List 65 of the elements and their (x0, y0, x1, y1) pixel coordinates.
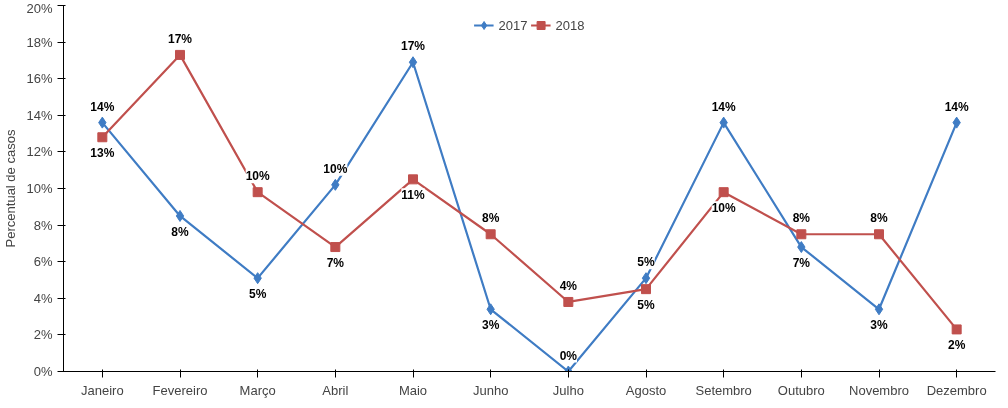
point (796, 229, 807, 240)
y-tick-label: 18% (26, 34, 53, 50)
data-label: 14% (90, 99, 115, 114)
point (175, 209, 185, 222)
point (874, 229, 884, 240)
y-tick-label: 8% (33, 217, 53, 233)
data-label: 17% (400, 39, 426, 54)
data-label: 3% (870, 318, 888, 333)
y-tick-label: 16% (26, 71, 53, 87)
y-tick-label: 4% (33, 290, 53, 306)
y-tick-label: 20% (26, 0, 53, 16)
point (563, 296, 574, 307)
data-label: 14% (711, 99, 737, 114)
y-tick-label: 6% (33, 254, 53, 270)
y-tick-label: 14% (26, 107, 53, 123)
data-label: 13% (90, 146, 115, 161)
y-axis-title: Percentual de casos (3, 129, 19, 248)
x-tick-label: Abril (322, 382, 349, 398)
legend-label: 2017 (498, 17, 528, 33)
y-tick-label: 10% (26, 181, 53, 196)
x-tick-label: Novembro (849, 382, 909, 398)
x-tick-label: Agosto (625, 382, 667, 398)
data-label: 3% (481, 318, 500, 333)
point (252, 187, 263, 198)
data-label: 5% (637, 298, 655, 313)
x-tick-label: Janeiro (81, 382, 124, 398)
data-label: 14% (944, 99, 970, 114)
x-tick-label: Março (239, 382, 276, 398)
data-label: 4% (559, 278, 578, 293)
point (718, 187, 729, 198)
y-tick-label: 2% (33, 327, 53, 343)
data-label: 5% (637, 255, 655, 270)
x-tick-label: Maio (398, 382, 428, 398)
data-label: 0% (559, 348, 578, 363)
data-label: 10% (711, 201, 737, 216)
point (97, 132, 108, 143)
point (641, 272, 651, 285)
y-tick-label: 0% (33, 364, 53, 379)
point (641, 284, 651, 295)
point (408, 56, 418, 69)
data-label: 10% (323, 161, 348, 176)
legend-label: 2018 (555, 17, 585, 33)
point (408, 174, 418, 185)
point (175, 49, 185, 60)
y-tick-label: 12% (26, 144, 53, 160)
data-label: 8% (481, 211, 500, 226)
data-label: 17% (167, 31, 193, 46)
x-tick-label: Fevereiro (152, 382, 208, 398)
x-tick-label: Outubro (777, 382, 825, 398)
data-label: 5% (248, 287, 267, 302)
point (485, 229, 496, 240)
data-label: 2% (947, 338, 966, 353)
x-tick-label: Junho (472, 382, 509, 398)
data-label: 8% (171, 224, 189, 239)
x-tick-label: Setembro (695, 382, 752, 398)
data-label: 8% (792, 211, 811, 226)
data-label: 8% (870, 211, 888, 226)
x-tick-label: Julho (552, 382, 584, 398)
data-label: 7% (792, 256, 811, 271)
point (330, 242, 341, 253)
x-tick-label: Dezembro (926, 382, 987, 398)
data-label: 7% (326, 256, 345, 271)
data-label: 11% (401, 188, 426, 203)
data-label: 10% (245, 169, 271, 184)
point (874, 303, 884, 316)
